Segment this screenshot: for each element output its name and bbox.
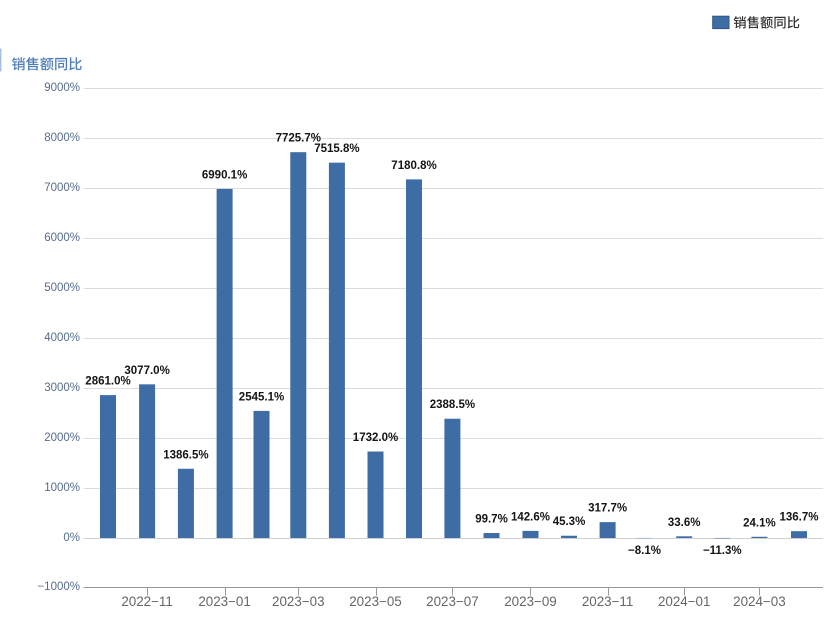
svg-text:24.1%: 24.1% [743, 517, 776, 529]
svg-text:2861.0%: 2861.0% [85, 376, 130, 388]
svg-text:33.6%: 33.6% [668, 517, 701, 529]
svg-text:2024−03: 2024−03 [733, 594, 786, 609]
svg-text:99.7%: 99.7% [475, 514, 508, 526]
svg-text:2023−07: 2023−07 [426, 594, 479, 609]
svg-text:4000%: 4000% [44, 332, 80, 344]
svg-text:2023−03: 2023−03 [272, 594, 325, 609]
svg-text:136.7%: 136.7% [779, 512, 818, 524]
svg-text:3077.0%: 3077.0% [124, 365, 169, 377]
svg-text:−8.1%: −8.1% [628, 545, 661, 557]
svg-text:1732.0%: 1732.0% [353, 432, 398, 444]
svg-text:1386.5%: 1386.5% [163, 449, 208, 461]
svg-text:−11.3%: −11.3% [703, 545, 742, 557]
svg-text:1000%: 1000% [44, 482, 80, 494]
svg-text:8000%: 8000% [44, 132, 80, 144]
svg-text:7515.8%: 7515.8% [314, 143, 359, 155]
svg-text:2388.5%: 2388.5% [430, 399, 475, 411]
svg-text:45.3%: 45.3% [553, 516, 586, 528]
svg-text:6990.1%: 6990.1% [202, 169, 247, 181]
svg-text:9000%: 9000% [44, 82, 80, 94]
svg-text:2000%: 2000% [44, 432, 80, 444]
svg-text:3000%: 3000% [44, 382, 80, 394]
svg-text:2022−11: 2022−11 [121, 594, 173, 609]
svg-text:6000%: 6000% [44, 232, 80, 244]
svg-text:2023−11: 2023−11 [582, 594, 634, 609]
svg-text:317.7%: 317.7% [588, 503, 627, 515]
svg-text:2024−01: 2024−01 [658, 594, 711, 609]
svg-text:5000%: 5000% [44, 282, 80, 294]
svg-text:2023−05: 2023−05 [349, 594, 402, 609]
svg-text:0%: 0% [63, 532, 80, 544]
svg-text:7000%: 7000% [44, 182, 80, 194]
svg-text:2023−09: 2023−09 [504, 594, 557, 609]
svg-text:2023−01: 2023−01 [198, 594, 251, 609]
svg-text:−1000%: −1000% [37, 581, 80, 593]
svg-text:2545.1%: 2545.1% [239, 391, 284, 403]
svg-text:7180.8%: 7180.8% [391, 160, 436, 172]
svg-text:142.6%: 142.6% [511, 511, 550, 523]
